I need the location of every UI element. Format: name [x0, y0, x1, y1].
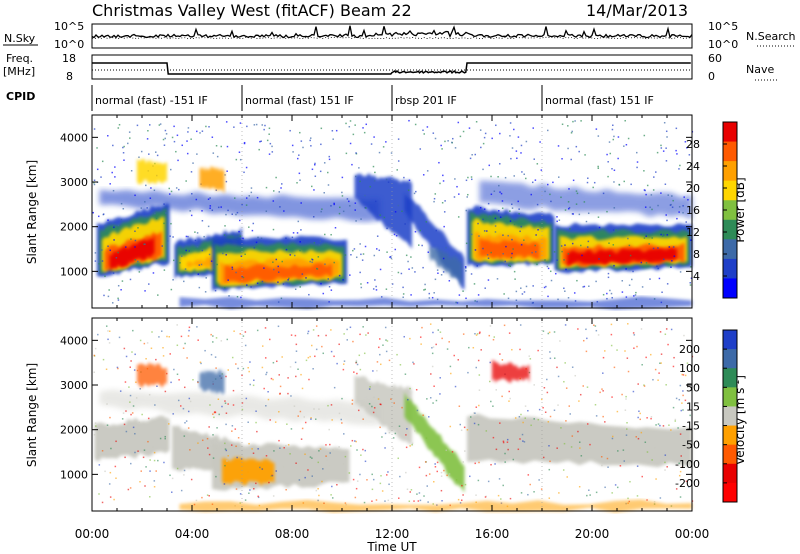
freq-tick-bottom: 8 [66, 70, 73, 83]
cpid-segment-3: normal (fast) 151 IF [545, 94, 654, 107]
velocity-colorbar-tick: -50 [682, 439, 700, 452]
vel-ytick-3000: 3000 [60, 379, 88, 392]
velocity-colorbar-swatch [723, 482, 737, 503]
power-ytick-1000: 1000 [60, 265, 88, 278]
power-colorbar-tick: 4 [693, 270, 700, 283]
time-axis-labels: 00:00 04:00 08:00 12:00 16:00 20:00 00:00 [75, 527, 710, 541]
date-label: 14/Mar/2013 [586, 1, 688, 20]
x-tick-4: 16:00 [475, 527, 510, 541]
cpid-segment-0: normal (fast) -151 IF [95, 94, 208, 107]
frequency-trace [92, 62, 691, 75]
power-colorbar-swatch [723, 258, 737, 279]
nsearch-trace [91, 36, 693, 40]
power-ytick-2000: 2000 [60, 221, 88, 234]
power-ytick-3000: 3000 [60, 176, 88, 189]
nsky-trace [91, 25, 693, 39]
x-tick-3: 12:00 [375, 527, 410, 541]
cpid-segment-1: normal (fast) 151 IF [245, 94, 354, 107]
freq-label: Freq. [6, 52, 33, 65]
nsky-tick-bottom: 10^0 [54, 38, 84, 51]
power-colorbar-swatch [723, 141, 737, 162]
nave-tick-bottom: 0 [708, 70, 715, 83]
velocity-colorbar-tick: -15 [682, 420, 700, 433]
power-colorbar-tick: 12 [686, 226, 700, 239]
power-ytick-4000: 4000 [60, 131, 88, 144]
freq-panel: Freq. [MHz] 18 8 60 0 Nave [3, 52, 778, 83]
vel-ytick-4000: 4000 [60, 334, 88, 347]
cpid-row: CPID normal (fast) -151 IF normal (fast) … [6, 85, 654, 111]
nave-label: Nave [746, 63, 774, 76]
velocity-colorbar-tick: 200 [679, 343, 700, 356]
velocity-heatmap [93, 318, 694, 513]
x-tick-0: 00:00 [75, 527, 110, 541]
vel-ytick-1000: 1000 [60, 468, 88, 481]
power-colorbar-swatch [723, 161, 737, 182]
nsky-label: N.Sky [4, 32, 36, 45]
velocity-colorbar-swatch [723, 330, 737, 350]
beam-label: Beam 22 [340, 1, 412, 20]
power-colorbar-tick: 24 [686, 160, 700, 173]
power-colorbar-tick: 28 [686, 138, 700, 151]
x-tick-6: 00:00 [675, 527, 710, 541]
power-colorbar-tick: 16 [686, 204, 700, 217]
power-panel: 1000 2000 3000 4000 Slant Range [km] [25, 114, 694, 310]
velocity-colorbar: Velocity [m s-1] 2001005015-15-50-100-20… [675, 329, 747, 503]
velocity-colorbar-swatch [723, 463, 737, 484]
power-ylabel: Slant Range [km] [25, 160, 39, 264]
velocity-colorbar-tick: 100 [679, 362, 700, 375]
nsky-panel: N.Sky 10^5 10^0 10^5 10^0 N.Search [3, 20, 796, 51]
nave-tick-top: 60 [708, 52, 722, 65]
velocity-colorbar-swatch [723, 349, 737, 369]
x-axis-title: Time UT [366, 540, 417, 554]
freq-tick-top: 18 [62, 52, 76, 65]
power-colorbar-swatch [723, 219, 737, 240]
x-tick-1: 04:00 [175, 527, 210, 541]
cpid-segment-2: rbsp 201 IF [395, 94, 457, 107]
x-tick-2: 08:00 [275, 527, 310, 541]
velocity-colorbar-swatch [723, 444, 737, 465]
vel-ytick-2000: 2000 [60, 424, 88, 437]
nsky-tick-top: 10^5 [54, 20, 84, 33]
velocity-colorbar-tick: -100 [675, 458, 700, 471]
velocity-colorbar-swatch [723, 425, 737, 446]
velocity-panel: 1000 2000 3000 4000 Slant Range [km] [25, 317, 694, 513]
power-colorbar-swatch [723, 200, 737, 221]
power-colorbar-swatch [723, 239, 737, 260]
velocity-colorbar-tick: -200 [675, 477, 700, 490]
nsearch-label: N.Search [746, 30, 796, 43]
velocity-colorbar-tick: 15 [686, 400, 700, 413]
velocity-colorbar-swatch [723, 387, 737, 407]
velocity-colorbar-swatch [723, 406, 737, 427]
velocity-colorbar-tick: 50 [686, 381, 700, 394]
power-colorbar-tick: 8 [693, 248, 700, 261]
nsearch-tick-bottom: 10^0 [708, 38, 738, 51]
nsearch-tick-top: 10^5 [708, 20, 738, 33]
cpid-label: CPID [6, 90, 35, 103]
power-colorbar-tick: 20 [686, 182, 700, 195]
x-tick-5: 20:00 [575, 527, 610, 541]
power-colorbar-swatch [723, 278, 737, 299]
power-colorbar-swatch [723, 180, 737, 201]
station-title: Christmas Valley West (fitACF) [92, 1, 335, 20]
freq-unit-label: [MHz] [3, 65, 35, 78]
velocity-colorbar-swatch [723, 368, 737, 388]
velocity-ylabel: Slant Range [km] [25, 363, 39, 467]
power-heatmap [92, 115, 694, 310]
power-colorbar-swatch [723, 122, 737, 143]
